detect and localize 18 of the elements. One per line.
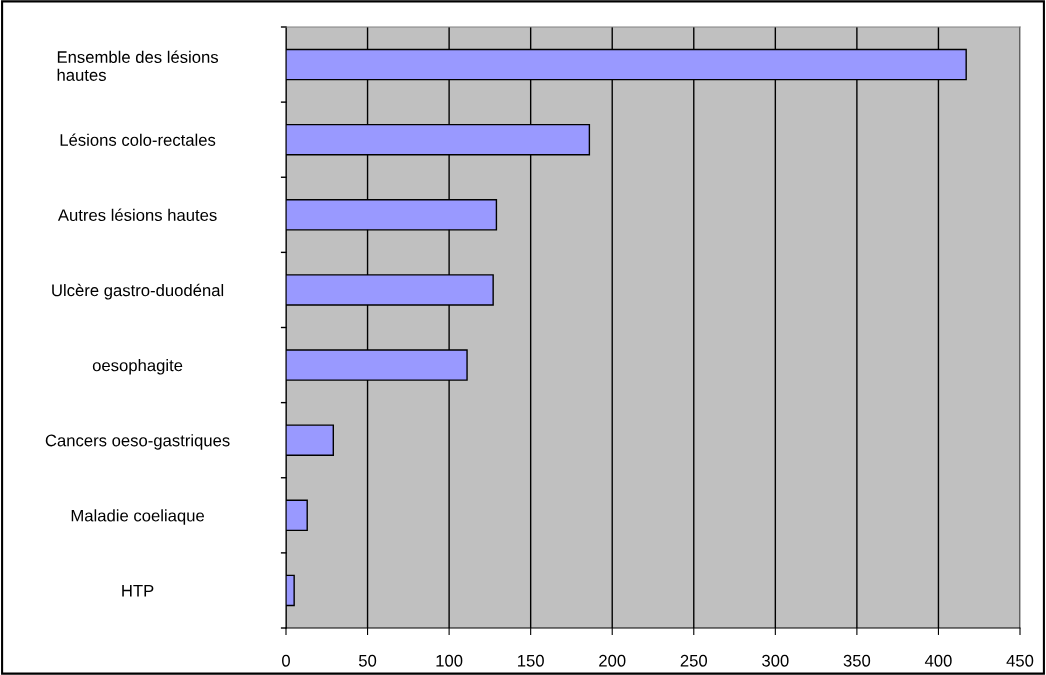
x-tick-label: 450 [1006, 654, 1034, 667]
x-tick-label: 200 [599, 654, 626, 667]
x-tick-label: 350 [843, 654, 871, 667]
x-tick-label: 400 [924, 654, 952, 667]
y-tick-label: Ensemble des lésions hautes [57, 50, 219, 81]
y-tick-label: Maladie coeliaque [71, 509, 204, 525]
x-tick-label: 100 [436, 654, 463, 667]
x-tick-label: 250 [680, 654, 708, 667]
x-tick-label: 300 [762, 654, 789, 667]
y-tick-label: oesophagite [92, 359, 183, 375]
y-tick-label: Ulcère gastro-duodénal [52, 283, 224, 300]
x-tick-label: 0 [282, 654, 290, 667]
y-tick-label: Lésions colo-rectales [60, 133, 216, 146]
y-tick-label: Autres lésions hautes [57, 208, 217, 222]
y-tick-label: Cancers oeso-gastriques [45, 434, 230, 450]
x-tick-label: 150 [518, 654, 544, 667]
y-tick-label: HTP [122, 585, 154, 597]
x-tick-label: 50 [358, 654, 377, 667]
